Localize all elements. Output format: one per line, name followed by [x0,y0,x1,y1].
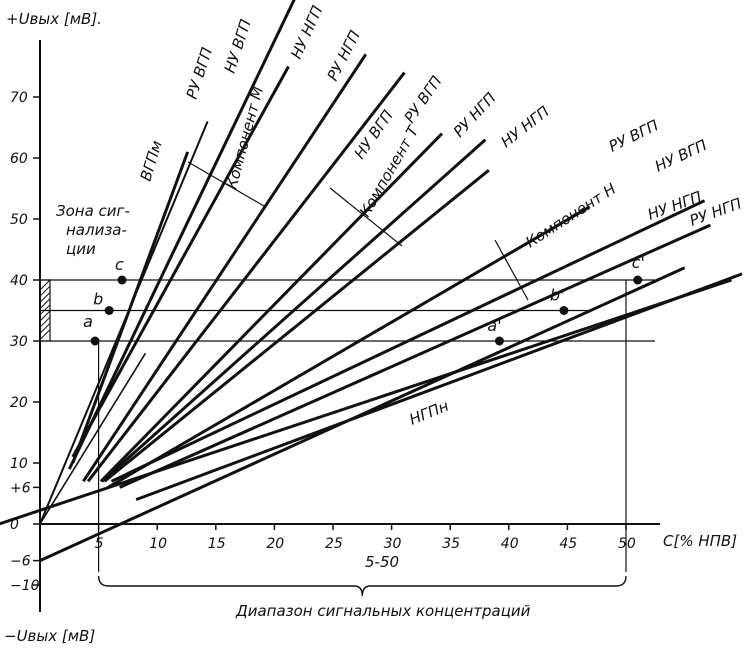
line-label-4: РУ НГП [324,28,364,84]
series-line-2 [71,65,290,458]
x-tick-label-0: 5 [95,536,104,552]
series-line-7 [103,169,490,483]
y-axis-label-bottom: −Uвых [мВ] [4,627,95,645]
component-label-2: Компонент Н [522,180,619,252]
line-label-6: РУ ВГП [401,73,446,127]
series-group [0,0,743,562]
range-bracket [97,575,627,597]
x-tick-label-6: 35 [442,536,460,552]
signal-zone-label: Зона сиг-нализа-ции [56,202,130,258]
y-tick-label-8: 0 [10,517,19,533]
y-tick-label-4: 30 [10,334,28,350]
y-tick-label-1: 60 [10,151,28,167]
x-tick-label-4: 25 [325,536,343,552]
y-tick-label-7: +6 [10,480,31,496]
signal-zone-hatch-5 [39,310,51,322]
point-0 [90,336,100,346]
y-tick-label-9: −6 [10,554,31,570]
signal-zone-hatch-0 [39,279,51,291]
series-line-3 [82,53,368,483]
signal-zone-hatch-7 [39,323,51,334]
line-label-1: РУ ВГП [183,45,216,101]
series-line-6 [101,138,487,483]
signal-zone-hatch-3 [39,298,51,309]
range-caption: Диапазон сигнальных концентраций [235,602,531,620]
line-label-8: НУ НГП [497,102,552,151]
origin-ray-2 [39,352,147,525]
line-label-9: РУ ВГП [606,116,661,155]
y-tick-label-10: −10 [10,578,40,594]
series-line-4 [86,71,406,483]
point-label-4: b' [550,286,565,305]
series-line-1 [67,0,296,470]
point-label-5: c' [632,253,645,272]
signal-zone-hatch-4 [39,304,51,316]
x-tick-label-2: 15 [208,536,226,552]
signal-zone-hatch-1 [39,285,51,297]
line-label-13: НГПн [407,397,452,429]
point-label-3: a' [487,316,501,335]
line-label-10: НУ ВГП [652,136,710,176]
point-2 [117,275,127,285]
series-line-13 [39,266,686,562]
signal-zone-hatch-2 [39,292,51,303]
x-tick-label-5: 30 [384,536,402,552]
component-span-n [494,239,529,301]
line-label-0: ВГПм [137,138,166,183]
y-tick-label-3: 40 [10,273,28,289]
point-3 [494,336,504,346]
point-label-2: c [115,255,124,274]
point-5 [633,275,643,285]
y-tick-label-5: 20 [10,395,28,411]
series-line-10 [119,223,711,489]
y-axis-label-top: +Uвых [мВ]. [6,10,102,28]
series-line-12 [0,278,732,526]
series-line-9 [110,199,706,483]
signal-zone-hatch-8 [39,329,51,340]
x-tick-label-9: 50 [618,536,636,552]
point-4 [559,306,569,315]
series-line-8 [107,205,591,489]
point-label-1: b [93,290,103,309]
signal-zone-group: Зона сиг-нализа-ции [39,202,130,342]
x-tick-label-1: 10 [149,536,167,552]
point-1 [104,306,114,315]
y-tick-label-6: 10 [10,456,28,472]
series-line-5 [99,132,444,483]
origin-ray-1 [39,121,209,525]
x-tick-label-8: 45 [559,536,577,552]
axes-group: 5 10 15 20 25 30 35 40 45 50 70 60 50 40 30 20 10 +6 0 −6 −1… [10,40,660,612]
point-label-0: a [83,312,93,331]
x-tick-label-7: 40 [501,536,519,552]
component-span-m [187,161,265,207]
y-tick-label-2: 50 [10,212,28,228]
signal-zone-hatch-6 [39,316,51,328]
line-label-3: НУ НГП [287,3,326,62]
component-span-t [329,187,403,247]
y-tick-label-0: 70 [10,90,28,106]
x-tick-label-3: 20 [266,536,284,552]
range-label: 5-50 [365,553,399,571]
line-label-2: НУ ВГП [221,17,255,75]
x-axis-label: С[% НПВ] [663,532,737,550]
points-group: abc a' b' c' [83,253,645,346]
line-label-7: РУ НГП [450,89,500,141]
